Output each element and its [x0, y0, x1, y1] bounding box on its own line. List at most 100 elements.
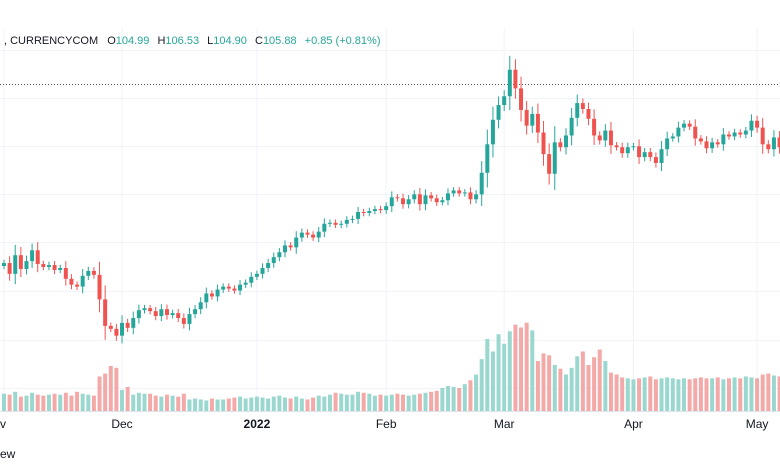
candle-body: [474, 194, 479, 200]
volume-bar: [24, 395, 29, 411]
candle-body: [30, 250, 35, 262]
volume-bar: [738, 378, 743, 411]
time-tick-label: Feb: [376, 417, 397, 431]
volume-bar: [755, 378, 760, 411]
volume-bar: [361, 392, 366, 411]
candle-body: [592, 118, 597, 136]
volume-bar: [226, 398, 231, 411]
candle-body: [541, 132, 546, 155]
candle-body: [204, 293, 209, 303]
volume-bar: [670, 378, 675, 411]
volume-bar: [597, 349, 602, 411]
candle-body: [226, 286, 231, 289]
candle-body: [35, 250, 40, 265]
candle-body: [232, 288, 237, 291]
candle-body: [294, 237, 299, 248]
volume-bar: [726, 378, 731, 411]
volume-bar: [653, 379, 658, 411]
candle-body: [170, 313, 175, 316]
volume-bar: [181, 393, 186, 411]
candle-body: [682, 123, 687, 128]
volume-bar: [18, 396, 23, 411]
volume-bar: [311, 397, 316, 411]
candle-body: [603, 130, 608, 141]
volume-bar: [519, 327, 524, 411]
volume-bar: [108, 365, 113, 411]
candle-body: [266, 263, 271, 268]
candle-body: [547, 154, 552, 174]
volume-bar: [136, 392, 141, 411]
candle-body: [80, 275, 85, 287]
volume-bar: [552, 364, 557, 411]
volume-bar: [406, 395, 411, 411]
candle-body: [260, 267, 265, 274]
candle-body: [384, 206, 389, 211]
volume-bar: [91, 395, 96, 411]
volume-bar: [339, 393, 344, 411]
volume-bar: [120, 389, 125, 411]
volume-bar: [316, 395, 321, 411]
candle-body: [114, 328, 119, 336]
candle-body: [52, 265, 57, 270]
footer-text[interactable]: ew: [0, 447, 16, 461]
candle-body: [142, 308, 147, 311]
candle-body: [24, 261, 29, 269]
volume-bar: [170, 395, 175, 411]
volume-bar: [429, 391, 434, 411]
candle-body: [732, 132, 737, 137]
candle-body: [530, 113, 535, 126]
candle-body: [209, 293, 214, 297]
candle-body: [238, 284, 243, 291]
candle-body: [193, 309, 198, 315]
candle-body: [356, 212, 361, 219]
candle-body: [215, 289, 220, 297]
volume-bar: [114, 367, 119, 411]
open-label: O: [107, 35, 116, 47]
volume-bar: [384, 395, 389, 411]
candle-body: [125, 322, 130, 328]
candle-body: [558, 142, 563, 148]
volume-bar: [164, 394, 169, 411]
high-label: H: [157, 35, 166, 47]
candle-body: [75, 284, 80, 287]
volume-bar: [771, 375, 776, 411]
ohlc-legend: , CURRENCYCOM O104.99 H106.53 L104.90 C1…: [4, 35, 381, 47]
time-tick-label: v: [0, 417, 6, 431]
volume-bar: [288, 398, 293, 411]
candle-body: [687, 123, 692, 127]
candle-body: [181, 318, 186, 324]
candle-body: [120, 322, 125, 336]
volume-bar: [80, 393, 85, 411]
volume-bar: [389, 394, 394, 411]
volume-bar: [732, 377, 737, 411]
volume-bar: [749, 377, 754, 411]
candle-body: [479, 172, 484, 195]
volume-bar: [507, 331, 512, 411]
low-value: 104.90: [213, 35, 247, 47]
candle-body: [367, 211, 372, 214]
volume-bar: [322, 396, 327, 411]
time-tick-label: Dec: [111, 417, 132, 431]
volume-bar: [367, 393, 372, 411]
candle-body: [760, 127, 765, 145]
volume-bar: [513, 324, 518, 411]
candle-body: [721, 134, 726, 145]
candle-body: [97, 274, 102, 300]
candle-body: [7, 263, 12, 274]
volume-bar: [721, 379, 726, 411]
candle-body: [440, 200, 445, 203]
volume-bar: [153, 395, 158, 411]
volume-bar: [333, 392, 338, 411]
candle-body: [378, 209, 383, 211]
time-tick-label: Mar: [494, 417, 515, 431]
volume-bar: [704, 378, 709, 411]
chart-grid: [0, 28, 780, 411]
volume-bar: [547, 355, 552, 411]
close-value: 105.88: [262, 35, 297, 47]
volume-bar: [125, 387, 130, 411]
volume-bar: [698, 377, 703, 411]
volume-bar: [142, 393, 147, 411]
volume-bar: [221, 399, 226, 411]
volume-bar: [232, 397, 237, 411]
